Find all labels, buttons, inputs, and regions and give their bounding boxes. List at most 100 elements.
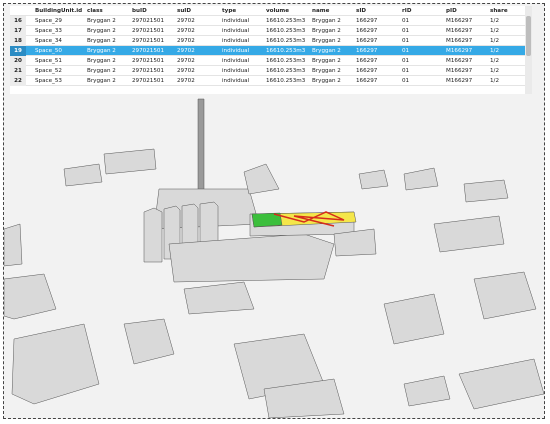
column-header[interactable]: class (87, 8, 103, 14)
table-cell: M166297 (446, 68, 473, 74)
table-cell: Bryggan 2 (312, 18, 341, 24)
table-cell: 01 (402, 68, 410, 74)
row-number: 20 (10, 56, 26, 66)
table-cell: 166297 (356, 28, 378, 34)
table-cell: 29702 (177, 38, 195, 44)
table-row[interactable]: 21 Space_52 Bryggan 2 297021501 29702 individ… (10, 66, 525, 76)
column-header[interactable]: BuildingUnit.id (35, 8, 83, 14)
table-cell: 297021501 (132, 58, 165, 64)
table-cell: 1/2 (490, 58, 500, 64)
table-row[interactable]: 17 Space_33 Bryggan 2 297021501 29702 individ… (10, 26, 525, 36)
table-cell: 297021501 (132, 78, 165, 84)
building (4, 273, 57, 320)
table-cell: 16610.253m3 (266, 78, 306, 84)
building (358, 169, 389, 190)
column-header[interactable]: suID (177, 8, 192, 14)
table-cell: Bryggan 2 (312, 48, 341, 54)
table-cell: 166297 (356, 18, 378, 24)
table-cell: 16610.253m3 (266, 58, 306, 64)
table-cell: 1/2 (490, 68, 500, 74)
building (11, 323, 100, 405)
highlight-edges (273, 211, 345, 227)
column-header[interactable]: name (312, 8, 330, 14)
table-cell: M166297 (446, 38, 473, 44)
scroll-thumb[interactable] (526, 16, 531, 56)
attribute-table: BuildingUnit.id class buID suID type volume na… (10, 6, 532, 94)
table-cell: 01 (402, 58, 410, 64)
building (458, 358, 544, 410)
table-cell: individual (222, 28, 250, 34)
table-cell: 297021501 (132, 18, 165, 24)
table-row[interactable]: 16 Space_29 Bryggan 2 297021501 29702 individ… (10, 16, 525, 26)
scrollbar[interactable] (525, 6, 532, 94)
table-cell: Space_53 (35, 78, 62, 84)
table-cell: Bryggan 2 (87, 48, 116, 54)
table-cell: Space_29 (35, 18, 62, 24)
highlight-green (251, 212, 283, 228)
table-cell: 297021501 (132, 28, 165, 34)
table-cell: Space_50 (35, 48, 62, 54)
table-cell: M166297 (446, 18, 473, 24)
table-row[interactable]: 22 Space_53 Bryggan 2 297021501 29702 individ… (10, 76, 525, 86)
chimney (197, 98, 205, 195)
building (4, 223, 23, 267)
city-view[interactable] (4, 94, 544, 418)
table-cell: individual (222, 58, 250, 64)
row-number: 19 (10, 46, 26, 56)
column-header[interactable]: rID (402, 8, 412, 14)
building (403, 375, 451, 407)
table-cell: 166297 (356, 78, 378, 84)
table-row[interactable]: 19 Space_50 Bryggan 2 297021501 29702 individ… (10, 46, 525, 56)
table-cell: 29702 (177, 58, 195, 64)
building (123, 318, 175, 365)
building (263, 378, 345, 418)
table-cell: Bryggan 2 (87, 68, 116, 74)
table-cell: Bryggan 2 (87, 28, 116, 34)
table-cell: Bryggan 2 (87, 58, 116, 64)
table-cell: individual (222, 38, 250, 44)
window: BuildingUnit.id class buID suID type volume na… (3, 3, 545, 419)
building (383, 293, 445, 345)
table-row[interactable]: 20 Space_51 Bryggan 2 297021501 29702 individ… (10, 56, 525, 66)
table-cell: M166297 (446, 28, 473, 34)
building (63, 163, 103, 187)
selected-building (251, 211, 357, 228)
building (433, 215, 505, 253)
table-cell: 29702 (177, 48, 195, 54)
table-cell: 01 (402, 78, 410, 84)
table-cell: Bryggan 2 (312, 38, 341, 44)
column-header[interactable]: sID (356, 8, 367, 14)
table-cell: 1/2 (490, 28, 500, 34)
table-cell: 166297 (356, 68, 378, 74)
table-cell: Space_52 (35, 68, 62, 74)
header-row: BuildingUnit.id class buID suID type volume na… (10, 6, 525, 16)
column-header[interactable]: share (490, 8, 508, 14)
table-cell: Bryggan 2 (87, 78, 116, 84)
table-cell: M166297 (446, 58, 473, 64)
row-number: 21 (10, 66, 26, 76)
table-cell: individual (222, 48, 250, 54)
building (333, 228, 377, 257)
table-row[interactable]: 18 Space_34 Bryggan 2 297021501 29702 individ… (10, 36, 525, 46)
row-number: 22 (10, 76, 26, 86)
table-cell: Bryggan 2 (87, 18, 116, 24)
table-cell: 1/2 (490, 18, 500, 24)
table-cell: 297021501 (132, 38, 165, 44)
table-cell: 01 (402, 28, 410, 34)
row-number: 17 (10, 26, 26, 36)
column-header[interactable]: type (222, 8, 237, 14)
building (243, 163, 280, 195)
column-header[interactable]: volume (266, 8, 290, 14)
table-cell: 166297 (356, 58, 378, 64)
table-cell: 29702 (177, 78, 195, 84)
column-header[interactable]: buID (132, 8, 147, 14)
table-cell: individual (222, 68, 250, 74)
column-header[interactable]: pID (446, 8, 457, 14)
table-cell: 1/2 (490, 78, 500, 84)
silo (143, 207, 163, 263)
table-cell: 01 (402, 18, 410, 24)
table-cell: individual (222, 18, 250, 24)
building (168, 233, 335, 283)
table-cell: Bryggan 2 (312, 28, 341, 34)
